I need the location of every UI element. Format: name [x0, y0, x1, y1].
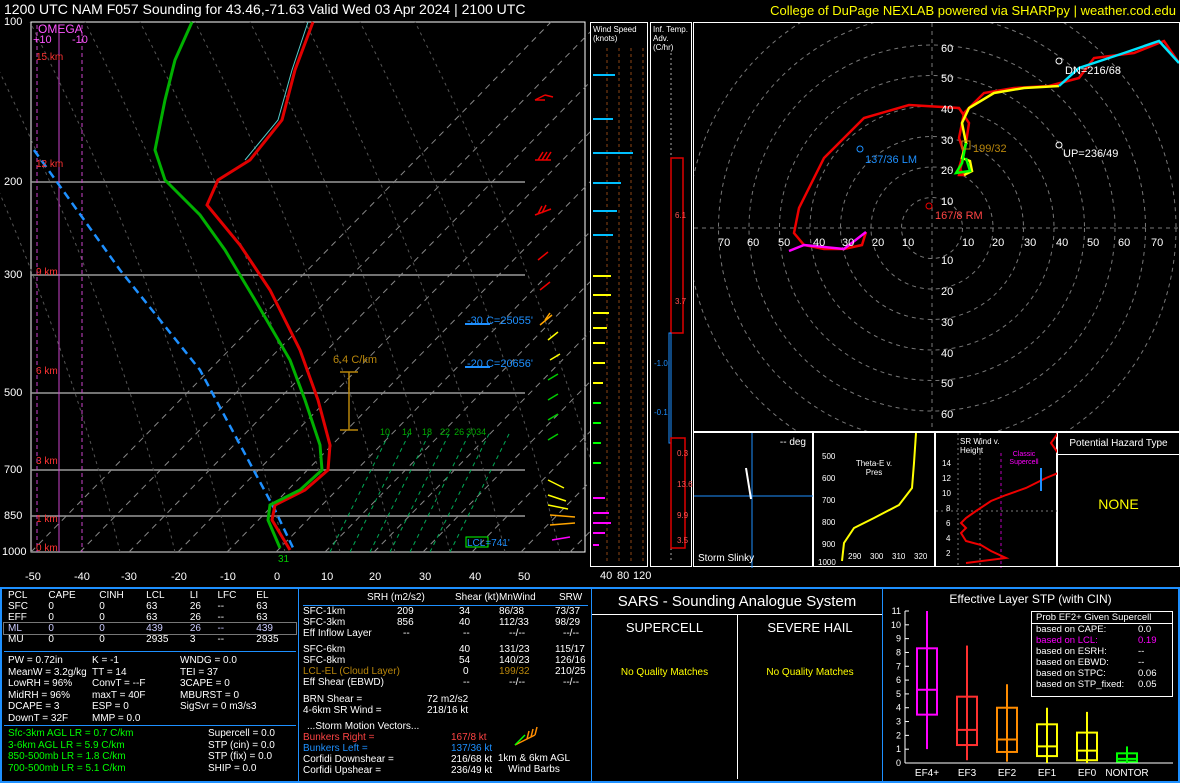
- lapse-rates: Sfc-3km AGL LR = 0.7 C/km 3-6km AGL LR = …: [8, 728, 134, 774]
- pressure-tick: 500: [4, 387, 23, 399]
- pressure-tick: 850: [4, 510, 23, 522]
- table-row: ML 0 0 439 26 -- 439: [3, 622, 297, 635]
- wind-speed-tick: 80: [617, 570, 630, 582]
- stp-category-label: EF0: [1078, 768, 1097, 779]
- stp-category-label: NONTOR: [1105, 768, 1148, 779]
- hazard-panel: Potential Hazard Type NONE: [1057, 432, 1180, 567]
- stp-legend: Prob EF2+ Given Supercell based on CAPE:…: [1031, 611, 1173, 697]
- height-label: 15 km: [36, 52, 64, 63]
- skewt-svg: [0, 21, 1091, 553]
- stp-box-ef2: [996, 684, 1018, 762]
- stp-y-tick: 9: [896, 634, 901, 644]
- stp-box-nontor: [1116, 746, 1138, 763]
- height-label: 6 km: [36, 366, 58, 377]
- dewpoint-trace: [153, 21, 324, 549]
- composites: Supercell = 0.0 STP (cin) = 0.0 STP (fix) …: [208, 728, 275, 774]
- skewt-panel: [0, 0, 1091, 583]
- m20-label: -20 C=20656': [467, 358, 534, 370]
- wind-barb-icon: [514, 726, 538, 746]
- stp-category-label: EF3: [958, 768, 977, 779]
- hodograph-panel: 70 60 50 40 30 20 10 10 20 30 40 50 60 7…: [693, 22, 1180, 432]
- sr-wind-panel: SR Wind v. Height 14 12 10 8 6 4 2 Class…: [935, 432, 1058, 568]
- stp-y-tick: 3: [896, 717, 901, 727]
- temperature-trace: [205, 21, 332, 551]
- table-row: Eff Shear (EBWD) -- --/-- --/--: [303, 677, 580, 688]
- sfc-temp-label: 31: [278, 554, 290, 565]
- barbs-label: 1km & 6km AGL Wind Barbs: [497, 753, 571, 775]
- height-label: 0 km: [36, 543, 58, 554]
- table-row: EFF 0 0 63 26 -- 63: [8, 612, 268, 623]
- wind-speed-tick: 120: [633, 570, 652, 582]
- hodo-up-label: UP=236/49: [1063, 148, 1119, 160]
- stp-y-tick: 6: [896, 675, 901, 685]
- stp-y-tick: 2: [896, 730, 901, 740]
- omega-label: OMEGA: [38, 22, 83, 36]
- kinematics: SRH (m2/s2) Shear (kt) MnWind SRW SFC-1k…: [303, 592, 588, 776]
- stp-y-tick: 0: [896, 758, 901, 768]
- stp-y-tick: 4: [896, 703, 901, 713]
- table-row: SFC-8km 54 140/23 126/16: [303, 655, 586, 666]
- stp-y-tick: 1: [896, 744, 901, 754]
- stp-y-tick: 7: [896, 661, 901, 671]
- hodo-dn-label: DN=216/68: [1065, 65, 1121, 77]
- credit-line: College of DuPage NEXLAB powered via SHA…: [770, 3, 1176, 18]
- hodo-mean-label: 199/32: [973, 143, 1007, 155]
- stp-box-ef3: [956, 645, 978, 761]
- lcl-label: LCL=741': [467, 538, 510, 549]
- stp-y-tick: 11: [892, 606, 901, 616]
- stp-category-label: EF4+: [915, 768, 939, 779]
- height-label: 3 km: [36, 456, 58, 467]
- omega-tick-minus: -10: [72, 34, 88, 46]
- pressure-tick: 200: [4, 176, 23, 188]
- stp-y-tick: 5: [896, 689, 901, 699]
- lapse-label: 6.4 C/km: [333, 354, 378, 366]
- stp-y-tick: 10: [891, 620, 901, 630]
- stp-box-ef0: [1076, 711, 1098, 763]
- table-row: MU 0 0 2935 3 -- 2935: [8, 634, 279, 645]
- table-row: SFC 0 0 63 26 -- 63: [8, 601, 268, 612]
- theta-e-panel: 500 600 700 800 900 1000 290 300 310 320…: [813, 432, 935, 567]
- hodo-lm-label: 137/36 LM: [865, 154, 917, 166]
- height-label: 1 km: [36, 514, 58, 525]
- m30-label: -30 C=25055': [467, 315, 534, 327]
- table-row: SFC-3km 856 40 112/33 98/29: [303, 617, 581, 628]
- pressure-tick: 100: [4, 16, 23, 28]
- page-title: 1200 UTC NAM F057 Sounding for 43.46,-71…: [4, 1, 526, 17]
- height-label: 9 km: [36, 267, 58, 278]
- stp-category-label: EF1: [1038, 768, 1057, 779]
- height-label: 12 km: [36, 159, 64, 170]
- stp-panel: Effective Layer STP (with CIN) 11 10 9 8 7 6 5…: [883, 589, 1178, 781]
- bottom-area: [0, 587, 1180, 783]
- stp-y-tick: 8: [896, 647, 901, 657]
- pressure-tick: 1000: [2, 546, 27, 558]
- table-row: LCL-EL (Cloud Layer) 0 199/32 210/25: [303, 666, 586, 677]
- stp-box-ef4plus: [916, 611, 938, 750]
- stp-box-ef1: [1036, 707, 1058, 763]
- table-row: Eff Inflow Layer -- -- --/-- --/--: [303, 628, 580, 639]
- hazard-value: NONE: [1098, 496, 1139, 512]
- pressure-tick: 300: [4, 269, 23, 281]
- storm-slinky-panel: -- deg Storm Slinky: [693, 432, 814, 568]
- parcel-table: PCL CAPE CINH LCL LI LFC EL SFC 0 0 63 26 -- 63 EFF 0…: [3, 590, 297, 645]
- table-row: SFC-6km 40 131/23 115/17: [303, 644, 585, 655]
- hodo-rm-label: 167/8 RM: [935, 210, 983, 222]
- mixing-ratio-labels: 10 14 18 22 26 3034: [380, 427, 487, 437]
- sars-panel: SARS - Sounding Analogue System SUPERCEL…: [592, 589, 882, 781]
- table-row: SFC-1km 209 34 86/38 73/37: [303, 606, 581, 617]
- temp-axis: -50 -40 -30 -20 -10 0 10 20 30 40 50: [25, 571, 531, 583]
- stp-category-label: EF2: [998, 768, 1017, 779]
- wind-speed-tick: 40: [600, 570, 613, 582]
- virtual-temp-trace: [244, 21, 309, 161]
- wind-speed-panel: Wind Speed (knots): [590, 22, 648, 567]
- omega-tick-plus: +10: [33, 34, 52, 46]
- pressure-tick: 700: [4, 464, 23, 476]
- inf-temp-panel: Inf. Temp. Adv. (C/hr) 6.1 3.7 -1.0 -0.1…: [650, 22, 693, 567]
